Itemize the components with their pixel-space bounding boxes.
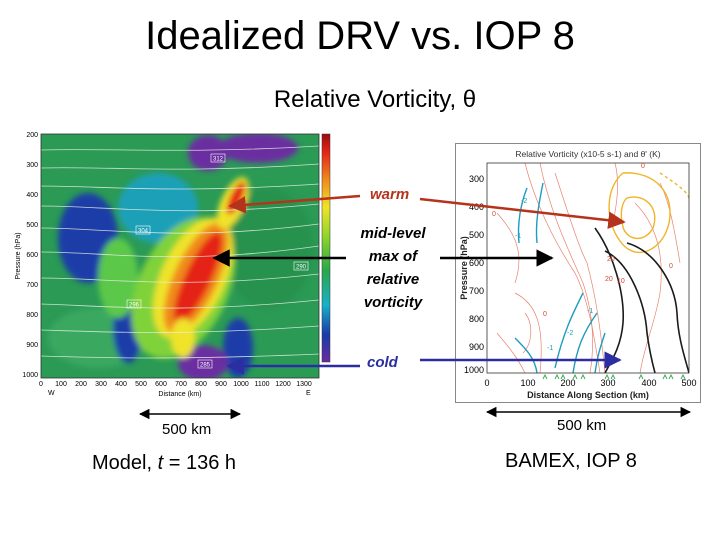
ytick: 900: [469, 342, 484, 352]
xtick: 0: [484, 378, 489, 388]
right-contour-labels: 0 0 20 20 10 0 0 -1 -1 -2 -1 -2: [492, 163, 673, 352]
midlevel-line: max of: [368, 248, 418, 265]
right-scale-label: 500 km: [557, 417, 607, 434]
midlevel-max-label: mid-level max of relative vorticity: [346, 222, 440, 314]
xtick: 500: [681, 378, 696, 388]
ytick: 600: [469, 258, 484, 268]
midlevel-line: relative: [366, 271, 420, 288]
contour-label: 20: [605, 276, 613, 283]
contour-label: 10: [617, 278, 625, 285]
slide-title: Idealized DRV vs. IOP 8: [145, 14, 575, 58]
ytick: 800: [26, 312, 38, 319]
ytick: 300: [469, 174, 484, 184]
left-xaxis-label: Distance (km): [158, 391, 201, 398]
warm-label: warm: [370, 186, 410, 203]
slide-subtitle: Relative Vorticity, θ: [273, 86, 477, 113]
bamex-caption: BAMEX, IOP 8: [505, 450, 637, 472]
xtick: 1300: [296, 381, 312, 388]
contour-label-312: 312: [213, 157, 224, 163]
right-xaxis-label: Distance Along Section (km): [527, 390, 649, 400]
contour-label: 20: [607, 256, 615, 263]
xtick: 1000: [233, 381, 249, 388]
contour-label: 0: [669, 263, 673, 270]
xtick: 200: [560, 378, 575, 388]
xtick: 100: [55, 381, 67, 388]
right-panel-title: Relative Vorticity (x10-5 s-1) and θ' (K…: [515, 149, 660, 159]
xtick: 100: [520, 378, 535, 388]
contour-label-290: 290: [296, 265, 307, 271]
ytick: 900: [26, 342, 38, 349]
xtick: 800: [195, 381, 207, 388]
ytick: 1000: [464, 365, 484, 375]
contour-label: -1: [515, 233, 521, 240]
contour-label: 0: [543, 311, 547, 318]
xtick: 0: [39, 381, 43, 388]
right-yaxis-label: Pressure (hPa): [459, 236, 469, 300]
west-label: W: [48, 390, 55, 397]
xtick: 400: [641, 378, 656, 388]
east-label: E: [306, 390, 311, 397]
contour-label-285: 285: [200, 363, 211, 369]
contour-label: -1: [587, 308, 593, 315]
contour-label: 0: [641, 163, 645, 170]
left-scale-label: 500 km: [162, 421, 212, 438]
xtick: 300: [95, 381, 107, 388]
ytick: 600: [26, 252, 38, 259]
sounding-markers: [542, 373, 686, 380]
model-caption: Model, t = 136 h: [92, 452, 236, 475]
ytick: 300: [26, 162, 38, 169]
theta-contours: [41, 145, 319, 359]
xtick: 900: [215, 381, 227, 388]
ytick: 700: [469, 286, 484, 296]
warm-arrow-right: [419, 197, 626, 229]
xtick: 500: [135, 381, 147, 388]
xtick: 700: [175, 381, 187, 388]
contour-label-296: 296: [129, 303, 140, 309]
contour-label: 0: [492, 211, 496, 218]
colorbar: [321, 133, 331, 363]
left-yaxis-label: Pressure (hPa): [15, 232, 22, 279]
xtick: 1100: [254, 381, 269, 388]
xtick: 300: [600, 378, 615, 388]
ytick: 400: [26, 192, 38, 199]
ytick: 700: [26, 282, 38, 289]
xtick: 1200: [275, 381, 291, 388]
model-caption-prefix: Model,: [92, 452, 158, 474]
model-caption-var: t: [157, 452, 164, 474]
theta-warm-contours: [608, 172, 689, 253]
ytick: 500: [469, 230, 484, 240]
vorticity-field: 304 296 290 285 312: [41, 134, 319, 378]
xtick: 400: [115, 381, 127, 388]
midlevel-line: vorticity: [363, 294, 423, 311]
midlevel-line: mid-level: [360, 225, 426, 242]
model-cross-section: 304 296 290 285 312 200 300 400 500 600 …: [8, 128, 348, 402]
contour-label: -1: [547, 345, 553, 352]
contour-label: -2: [521, 198, 527, 205]
ytick: 1000: [22, 372, 38, 379]
xtick: 200: [75, 381, 87, 388]
contour-label-304: 304: [138, 229, 149, 235]
warm-arrow-left: [228, 194, 361, 214]
xtick: 600: [155, 381, 167, 388]
ytick: 800: [469, 314, 484, 324]
model-caption-suffix: = 136 h: [163, 452, 236, 474]
ytick: 500: [26, 222, 38, 229]
contour-label: -2: [567, 330, 573, 337]
ytick: 200: [26, 132, 38, 139]
cold-label: cold: [367, 354, 398, 371]
ytick: 400: [469, 202, 484, 212]
